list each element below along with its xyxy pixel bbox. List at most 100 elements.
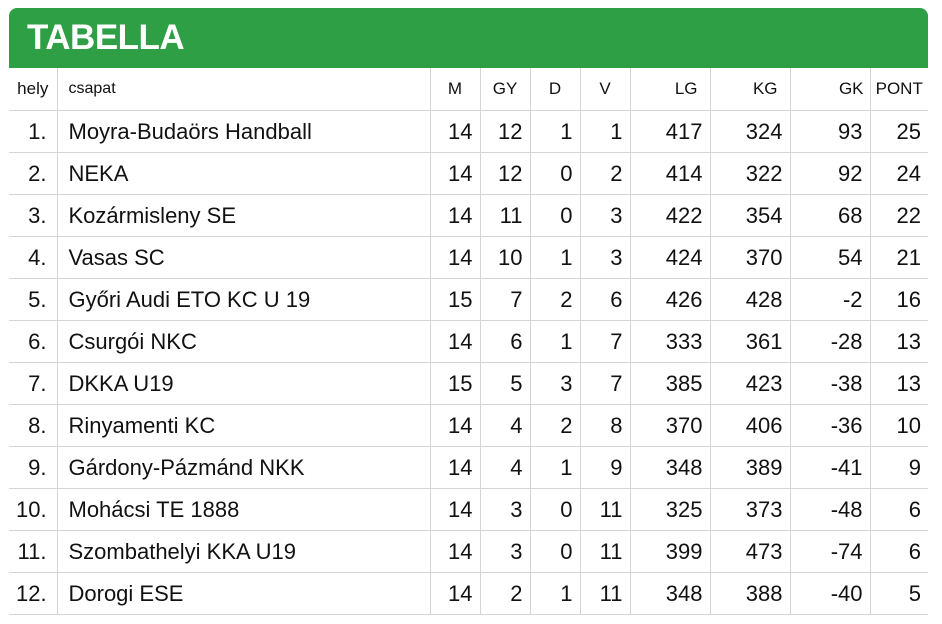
col-header-gk[interactable]: GK (790, 68, 871, 111)
cell-v: 11 (580, 530, 631, 573)
cell-v: 8 (580, 404, 631, 447)
cell-gk: -41 (790, 446, 871, 489)
team-name[interactable]: DKKA U19 (57, 362, 431, 405)
cell-gy: 7 (480, 278, 531, 321)
cell-d: 0 (530, 152, 581, 195)
cell-d: 1 (530, 110, 581, 153)
cell-gk: -48 (790, 488, 871, 531)
team-name[interactable]: Vasas SC (57, 236, 431, 279)
cell-v: 7 (580, 362, 631, 405)
cell-hely: 9. (9, 446, 58, 489)
cell-pont: 6 (870, 530, 928, 573)
cell-gk: -38 (790, 362, 871, 405)
table-row: 11. Szombathelyi KKA U19 14 3 0 11 399 473 -74 6 (9, 530, 928, 573)
standings-widget: TABELLA hely csapat M GY D V LG KG (9, 8, 928, 615)
cell-kg: 428 (710, 278, 791, 321)
team-name[interactable]: Csurgói NKC (57, 320, 431, 363)
col-header-csapat[interactable]: csapat (57, 68, 431, 111)
cell-m: 14 (430, 320, 481, 363)
cell-lg: 385 (630, 362, 711, 405)
cell-v: 11 (580, 488, 631, 531)
table-row: 10. Mohácsi TE 1888 14 3 0 11 325 373 -48 6 (9, 488, 928, 531)
cell-kg: 324 (710, 110, 791, 153)
cell-d: 2 (530, 404, 581, 447)
cell-lg: 424 (630, 236, 711, 279)
table-row: 12. Dorogi ESE 14 2 1 11 348 388 -40 5 (9, 572, 928, 615)
col-header-m[interactable]: M (430, 68, 481, 111)
col-header-hely[interactable]: hely (9, 68, 58, 111)
cell-lg: 414 (630, 152, 711, 195)
cell-gy: 4 (480, 446, 531, 489)
team-name[interactable]: Gárdony-Pázmánd NKK (57, 446, 431, 489)
cell-gy: 10 (480, 236, 531, 279)
cell-pont: 13 (870, 320, 928, 363)
cell-gk: -40 (790, 572, 871, 615)
cell-kg: 322 (710, 152, 791, 195)
cell-gy: 3 (480, 530, 531, 573)
header-row: hely csapat M GY D V LG KG GK PONT (9, 68, 928, 111)
cell-v: 3 (580, 236, 631, 279)
table-row: 2. NEKA 14 12 0 2 414 322 92 24 (9, 152, 928, 195)
cell-kg: 370 (710, 236, 791, 279)
team-name[interactable]: Dorogi ESE (57, 572, 431, 615)
col-header-pont[interactable]: PONT (870, 68, 928, 111)
cell-m: 14 (430, 488, 481, 531)
cell-hely: 2. (9, 152, 58, 195)
cell-hely: 7. (9, 362, 58, 405)
col-header-v[interactable]: V (580, 68, 631, 111)
cell-pont: 21 (870, 236, 928, 279)
cell-pont: 22 (870, 194, 928, 237)
cell-gk: -2 (790, 278, 871, 321)
team-name[interactable]: NEKA (57, 152, 431, 195)
team-name[interactable]: Szombathelyi KKA U19 (57, 530, 431, 573)
cell-v: 1 (580, 110, 631, 153)
cell-lg: 325 (630, 488, 711, 531)
cell-kg: 354 (710, 194, 791, 237)
team-name[interactable]: Rinyamenti KC (57, 404, 431, 447)
cell-m: 14 (430, 194, 481, 237)
cell-d: 1 (530, 446, 581, 489)
cell-pont: 13 (870, 362, 928, 405)
cell-pont: 9 (870, 446, 928, 489)
cell-d: 0 (530, 488, 581, 531)
table-row: 4. Vasas SC 14 10 1 3 424 370 54 21 (9, 236, 928, 279)
table-row: 5. Győri Audi ETO KC U 19 15 7 2 6 426 428 -2 16 (9, 278, 928, 321)
cell-hely: 3. (9, 194, 58, 237)
cell-pont: 16 (870, 278, 928, 321)
cell-gy: 2 (480, 572, 531, 615)
cell-lg: 422 (630, 194, 711, 237)
cell-hely: 10. (9, 488, 58, 531)
cell-d: 0 (530, 530, 581, 573)
cell-gy: 3 (480, 488, 531, 531)
cell-v: 11 (580, 572, 631, 615)
cell-hely: 11. (9, 530, 58, 573)
team-name[interactable]: Kozármisleny SE (57, 194, 431, 237)
cell-d: 1 (530, 236, 581, 279)
team-name[interactable]: Győri Audi ETO KC U 19 (57, 278, 431, 321)
cell-hely: 6. (9, 320, 58, 363)
cell-kg: 373 (710, 488, 791, 531)
col-header-lg[interactable]: LG (630, 68, 711, 111)
team-name[interactable]: Mohácsi TE 1888 (57, 488, 431, 531)
cell-gy: 4 (480, 404, 531, 447)
col-header-d[interactable]: D (530, 68, 581, 111)
cell-d: 2 (530, 278, 581, 321)
col-header-gy[interactable]: GY (480, 68, 531, 111)
cell-hely: 1. (9, 110, 58, 153)
cell-gk: 54 (790, 236, 871, 279)
cell-m: 14 (430, 446, 481, 489)
cell-m: 14 (430, 236, 481, 279)
cell-pont: 6 (870, 488, 928, 531)
cell-kg: 389 (710, 446, 791, 489)
cell-lg: 426 (630, 278, 711, 321)
cell-d: 3 (530, 362, 581, 405)
col-header-kg[interactable]: KG (710, 68, 791, 111)
cell-hely: 8. (9, 404, 58, 447)
cell-gy: 12 (480, 110, 531, 153)
cell-m: 14 (430, 110, 481, 153)
cell-v: 2 (580, 152, 631, 195)
cell-d: 0 (530, 194, 581, 237)
team-name[interactable]: Moyra-Budaörs Handball (57, 110, 431, 153)
table-row: 8. Rinyamenti KC 14 4 2 8 370 406 -36 10 (9, 404, 928, 447)
cell-gk: 68 (790, 194, 871, 237)
